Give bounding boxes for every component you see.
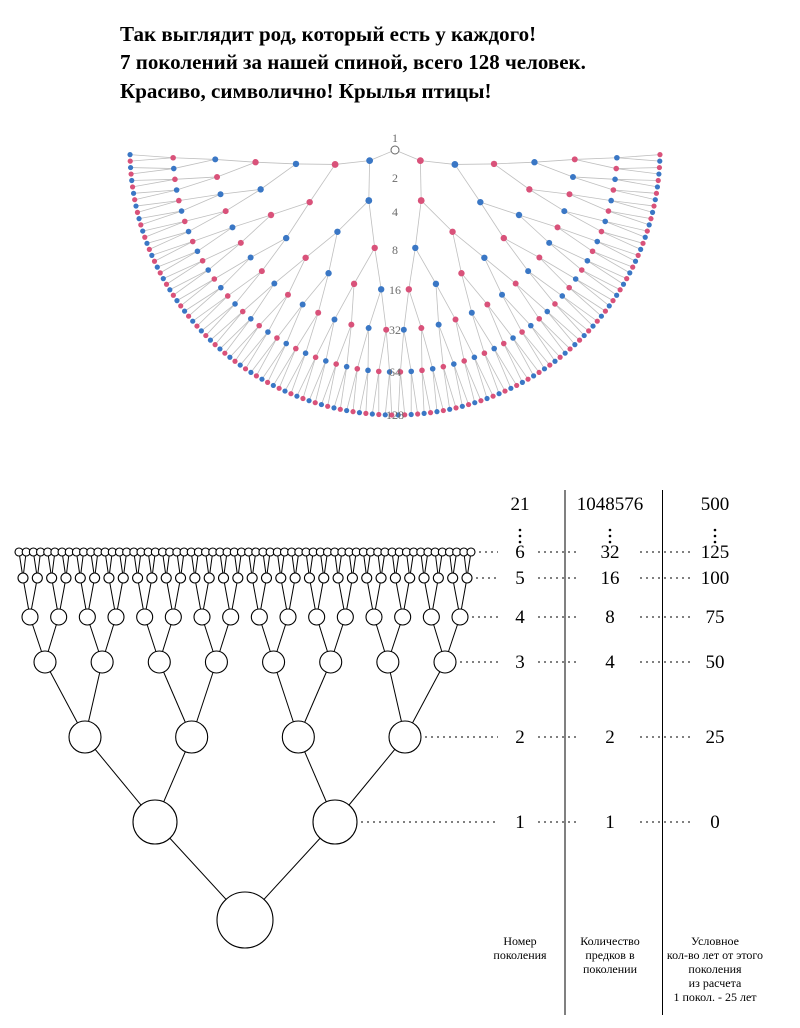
svg-text:1: 1 xyxy=(392,131,398,145)
title-block: Так выглядит род, который есть у каждого… xyxy=(120,20,690,105)
svg-text:8: 8 xyxy=(392,243,398,257)
svg-text:125: 125 xyxy=(701,542,730,563)
svg-text:поколения: поколения xyxy=(688,962,742,976)
svg-text:2: 2 xyxy=(392,171,398,185)
title-line-3: Красиво, символично! Крылья птицы! xyxy=(120,79,492,103)
svg-text:8: 8 xyxy=(605,607,615,628)
svg-text:5: 5 xyxy=(515,568,525,589)
svg-text:32: 32 xyxy=(389,323,401,337)
svg-text:128: 128 xyxy=(386,408,404,422)
svg-text:64: 64 xyxy=(389,365,401,379)
svg-text:Номер: Номер xyxy=(503,934,536,948)
svg-text:75: 75 xyxy=(706,607,725,628)
svg-text:16: 16 xyxy=(601,568,620,589)
svg-text:21: 21 xyxy=(511,494,530,515)
svg-text:из расчета: из расчета xyxy=(689,976,742,990)
svg-text:0: 0 xyxy=(710,812,720,833)
title-line-1: Так выглядит род, который есть у каждого… xyxy=(120,22,536,46)
svg-text:32: 32 xyxy=(601,542,620,563)
svg-text:500: 500 xyxy=(701,494,730,515)
svg-text:1: 1 xyxy=(515,812,525,833)
svg-text:16: 16 xyxy=(389,283,401,297)
svg-text:кол-во лет от этого: кол-во лет от этого xyxy=(667,948,763,962)
title-line-2: 7 поколений за нашей спиной, всего 128 ч… xyxy=(120,50,586,74)
svg-text:1048576: 1048576 xyxy=(577,494,644,515)
svg-text:25: 25 xyxy=(706,727,725,748)
svg-text:1 покол. - 25 лет: 1 покол. - 25 лет xyxy=(673,990,757,1004)
diagram-svg: 1248163264128211048576500632125516100487… xyxy=(0,0,800,1028)
svg-text:поколении: поколении xyxy=(583,962,638,976)
svg-text:4: 4 xyxy=(515,607,525,628)
svg-text:2: 2 xyxy=(605,727,615,748)
canvas: Так выглядит род, который есть у каждого… xyxy=(0,0,800,1028)
svg-text:предков в: предков в xyxy=(585,948,635,962)
svg-text:поколения: поколения xyxy=(493,948,547,962)
svg-text:3: 3 xyxy=(515,652,525,673)
svg-text:1: 1 xyxy=(605,812,615,833)
svg-text:4: 4 xyxy=(392,205,398,219)
svg-text:100: 100 xyxy=(701,568,730,589)
svg-text:Условное: Условное xyxy=(691,934,739,948)
svg-text:Количество: Количество xyxy=(580,934,639,948)
svg-text:2: 2 xyxy=(515,727,525,748)
svg-text:4: 4 xyxy=(605,652,615,673)
svg-text:6: 6 xyxy=(515,542,525,563)
svg-text:50: 50 xyxy=(706,652,725,673)
